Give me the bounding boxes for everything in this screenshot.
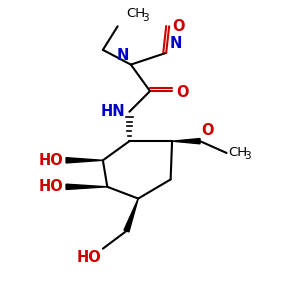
- Polygon shape: [66, 158, 103, 163]
- Text: N: N: [169, 36, 182, 51]
- Text: CH: CH: [228, 146, 247, 159]
- Text: O: O: [172, 19, 184, 34]
- Text: O: O: [202, 123, 214, 138]
- Text: HO: HO: [38, 153, 63, 168]
- Text: O: O: [176, 85, 189, 100]
- Text: 3: 3: [244, 151, 251, 161]
- Polygon shape: [66, 184, 107, 190]
- Polygon shape: [172, 139, 200, 144]
- Text: HO: HO: [77, 250, 101, 265]
- Text: HN: HN: [100, 104, 125, 119]
- Text: HO: HO: [38, 179, 63, 194]
- Text: N: N: [116, 48, 128, 63]
- Polygon shape: [124, 199, 138, 232]
- Text: CH: CH: [126, 8, 146, 20]
- Text: 3: 3: [142, 14, 149, 23]
